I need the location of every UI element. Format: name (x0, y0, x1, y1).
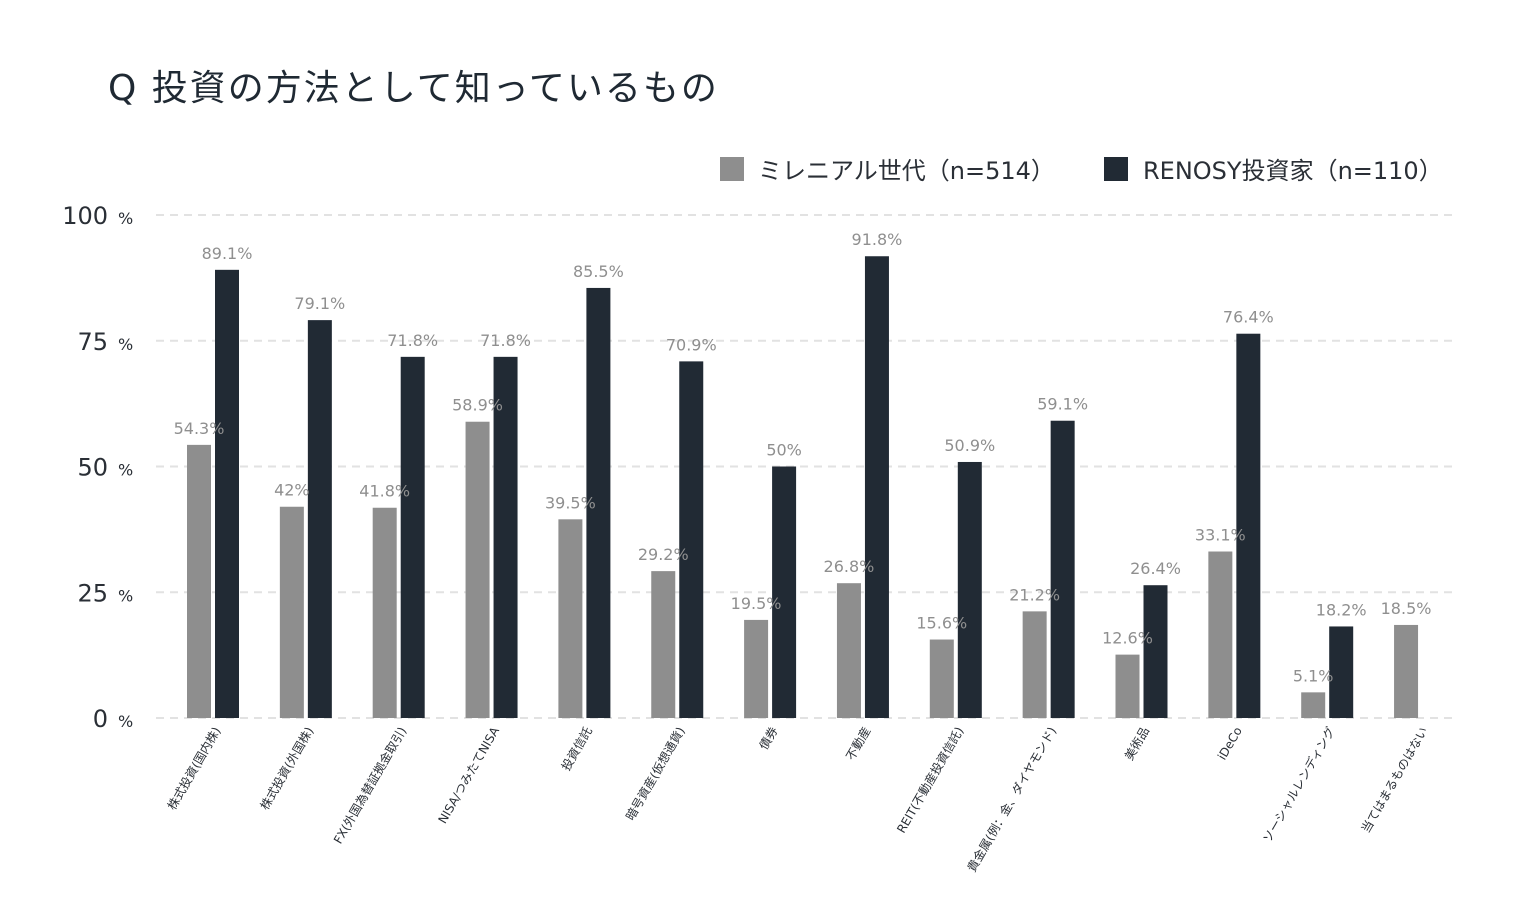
bar-millennial-3 (465, 421, 490, 718)
y-tick-unit: % (118, 461, 133, 480)
legend-label-millennial: ミレニアル世代（n=514） (758, 157, 1055, 185)
y-tick-unit: % (118, 712, 133, 731)
bar-renosy-7 (864, 256, 889, 718)
x-tick-label: iDeCo (1215, 725, 1245, 763)
y-tick-unit: % (118, 209, 133, 228)
x-tick-label: NISA/つみたてNISA (435, 724, 502, 826)
data-label-renosy-11: 76.4% (1223, 308, 1274, 327)
data-label-renosy-2: 71.8% (387, 331, 438, 350)
data-label-millennial-2: 41.8% (359, 482, 410, 501)
data-label-renosy-10: 26.4% (1130, 559, 1181, 578)
data-label-millennial-10: 12.6% (1102, 629, 1153, 648)
data-label-renosy-0: 89.1% (202, 244, 253, 263)
x-tick-label: 暗号資産(仮想通貨) (622, 724, 688, 823)
bar-renosy-11 (1236, 333, 1261, 718)
data-label-millennial-3: 58.9% (452, 396, 503, 415)
legend-swatch-renosy (1104, 157, 1128, 181)
x-tick-label: 不動産 (843, 724, 874, 763)
bar-millennial-7 (836, 583, 861, 718)
bar-millennial-9 (1022, 611, 1047, 718)
bar-millennial-13 (1394, 624, 1419, 718)
bar-renosy-2 (400, 356, 425, 718)
bar-millennial-4 (558, 519, 583, 718)
bar-millennial-1 (279, 506, 304, 718)
x-tick-label: ソーシャルレンディング (1259, 724, 1337, 845)
bar-millennial-10 (1115, 654, 1140, 718)
data-label-millennial-8: 15.6% (916, 614, 967, 633)
y-tick-unit: % (118, 335, 133, 354)
x-tick-label: FX(外国為替証拠金取引) (330, 724, 409, 846)
bars (187, 256, 1419, 718)
bar-renosy-5 (679, 361, 704, 718)
data-label-millennial-5: 29.2% (638, 545, 689, 564)
data-label-renosy-4: 85.5% (573, 262, 624, 281)
bar-millennial-5 (651, 571, 676, 718)
y-tick-label: 50 (77, 454, 108, 482)
data-label-millennial-11: 33.1% (1195, 526, 1246, 545)
y-tick-label: 25 (77, 579, 108, 607)
x-tick-label: 債券 (756, 724, 781, 752)
legend-swatch-millennial (720, 157, 744, 181)
data-label-renosy-1: 79.1% (294, 294, 345, 313)
x-tick-label: 当てはまるものはない (1359, 725, 1431, 836)
bar-millennial-8 (929, 639, 954, 718)
x-tick-label: 美術品 (1122, 725, 1152, 763)
bar-renosy-3 (493, 356, 518, 718)
bar-renosy-10 (1143, 585, 1168, 718)
y-tick-label: 100 (62, 202, 108, 230)
grid-lines (156, 214, 1452, 719)
bar-millennial-6 (744, 619, 769, 718)
bar-millennial-0 (187, 444, 211, 718)
data-label-millennial-9: 21.2% (1009, 585, 1060, 604)
bar-renosy-6 (772, 466, 797, 718)
bar-millennial-12 (1301, 692, 1326, 718)
bar-renosy-8 (957, 461, 982, 718)
data-label-renosy-12: 18.2% (1316, 600, 1367, 619)
bar-millennial-2 (372, 507, 397, 718)
data-label-millennial-12: 5.1% (1293, 666, 1334, 685)
x-tick-label: REIT(不動産投資信託) (893, 724, 966, 836)
x-tick-label: 株式投資(外国株) (257, 724, 317, 812)
x-tick-label: 株式投資(国内株) (164, 724, 224, 812)
bar-renosy-0 (215, 269, 239, 718)
y-tick-label: 0 (93, 705, 108, 733)
x-tick-label: 投資信託 (558, 724, 595, 773)
data-label-renosy-7: 91.8% (852, 230, 903, 249)
data-label-renosy-3: 71.8% (480, 331, 531, 350)
data-label-millennial-7: 26.8% (824, 557, 875, 576)
bar-millennial-11 (1208, 551, 1233, 718)
bar-renosy-9 (1050, 420, 1075, 718)
x-tick-label: 貴金属(例：金、ダイヤモンド) (964, 724, 1059, 874)
data-label-renosy-6: 50% (766, 441, 802, 460)
data-label-millennial-13: 18.5% (1381, 599, 1432, 618)
data-label-renosy-5: 70.9% (666, 335, 717, 354)
data-labels: 54.3% 89.1% 42% 79.1% 41.8% 71.8% 58.9% 71.8% 39… (174, 230, 1432, 685)
bar-renosy-1 (307, 320, 332, 718)
x-axis: 株式投資(国内株) 株式投資(外国株) FX(外国為替証拠金取引) NISA/つみたて… (164, 724, 1431, 875)
bar-renosy-12 (1329, 626, 1354, 718)
y-tick-unit: % (118, 586, 133, 605)
data-label-millennial-0: 54.3% (174, 419, 225, 438)
data-label-renosy-8: 50.9% (944, 436, 995, 455)
data-label-renosy-9: 59.1% (1037, 395, 1088, 414)
y-axis: 0 % 25 % 50 % 75 % 100% (62, 202, 133, 733)
data-label-millennial-4: 39.5% (545, 493, 596, 512)
data-label-millennial-1: 42% (274, 481, 310, 500)
legend-label-renosy: RENOSY投資家（n=110） (1143, 157, 1443, 185)
bar-renosy-4 (586, 287, 611, 718)
legend: ミレニアル世代（n=514） RENOSY投資家（n=110） (720, 157, 1443, 185)
y-tick-label: 75 (77, 328, 108, 356)
data-label-millennial-6: 19.5% (731, 594, 782, 613)
chart-title: Q 投資の方法として知っているもの (108, 68, 719, 109)
